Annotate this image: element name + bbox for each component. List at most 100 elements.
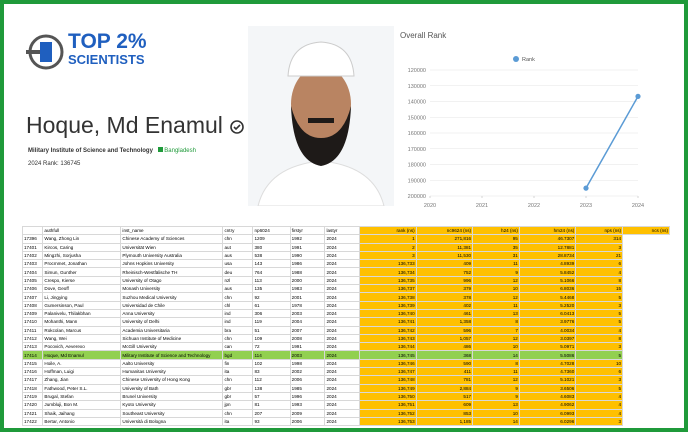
table-cell: 11	[473, 260, 520, 268]
table-cell: 4.6083	[519, 392, 575, 400]
table-cell: 136,740	[360, 309, 416, 317]
table-cell: 306	[253, 309, 290, 317]
table-cell: 17402	[23, 251, 43, 259]
table-cell: 2024	[325, 359, 360, 367]
table-cell: Shaik, Jaihang	[43, 409, 121, 417]
table-cell: 136,744	[360, 343, 416, 351]
table-cell: Wang, Zhong Lin	[43, 235, 121, 243]
table-cell: 609	[416, 401, 472, 409]
table-cell: 2024	[325, 251, 360, 259]
table-cell: 11,381	[416, 243, 472, 251]
table-cell: 2024	[325, 401, 360, 409]
table-cell: 136,748	[360, 376, 416, 384]
table-cell: Sichuan Institute of Medicine	[121, 334, 223, 342]
header-cell: authfull	[43, 227, 121, 235]
header-cell: inst_name	[121, 227, 223, 235]
table-cell: 1988	[290, 268, 325, 276]
table-cell: 17410	[23, 318, 43, 326]
table-cell: 6	[576, 260, 623, 268]
table-cell: 781	[416, 376, 472, 384]
table-cell: 136,737	[360, 285, 416, 293]
affiliation: Military Institute of Science and Techno…	[28, 147, 196, 154]
table-cell: 6.0413	[519, 309, 575, 317]
table-cell: chn	[223, 235, 253, 243]
table-cell: Bertar, Antonio	[43, 417, 121, 425]
table-cell: 1992	[290, 235, 325, 243]
table-cell: 2003	[290, 351, 325, 359]
table-cell: chn	[223, 334, 253, 342]
table-cell: 17420	[23, 401, 43, 409]
table-cell: 2024	[325, 276, 360, 284]
table-cell: 2,884	[416, 384, 472, 392]
table-cell: 17405	[23, 276, 43, 284]
table-cell: 28.8734	[519, 251, 575, 259]
table-cell: 136,750	[360, 392, 416, 400]
table-cell: 2	[360, 243, 416, 251]
table-cell: 3.6506	[519, 384, 575, 392]
table-cell: 17409	[23, 309, 43, 317]
logo-top: TOP 2%	[68, 30, 147, 53]
table-cell: 2002	[290, 368, 325, 376]
table-cell: 72	[253, 343, 290, 351]
table-cell: 17419	[23, 392, 43, 400]
table-cell: 21	[576, 251, 623, 259]
table-cell: ind	[223, 309, 253, 317]
header-cell: nc9624 (ns)	[416, 227, 472, 235]
table-cell: Military Institute of Science and Techno…	[121, 351, 223, 359]
table-cell: 12.7881	[519, 243, 575, 251]
table-cell: 11	[473, 368, 520, 376]
table-cell: 4.9062	[519, 401, 575, 409]
y-tick-label: 200000	[408, 194, 426, 200]
table-cell: 486	[416, 343, 472, 351]
table-cell: 136,746	[360, 359, 416, 367]
table-cell: 114	[253, 351, 290, 359]
table-cell: 93	[253, 417, 290, 425]
logo: TOP 2% SCIENTISTS	[26, 24, 206, 80]
table-cell: 4.8939	[519, 260, 575, 268]
table-cell: 3	[576, 243, 623, 251]
table-cell: 380	[253, 243, 290, 251]
table-cell: jpn	[223, 401, 253, 409]
table-cell: fin	[223, 359, 253, 367]
table-cell: 136,735	[360, 276, 416, 284]
table-cell: 517	[416, 392, 472, 400]
table-cell: 136,753	[360, 417, 416, 425]
table-cell: Hoffman, Luigi	[43, 368, 121, 376]
country: Bangladesh	[164, 148, 196, 154]
table-cell: 136,743	[360, 334, 416, 342]
table-cell: 95	[473, 235, 520, 243]
table-cell: Brunel University	[121, 392, 223, 400]
table-cell: 2009	[290, 409, 325, 417]
table-cell: 1996	[290, 392, 325, 400]
table-cell: 2024	[325, 343, 360, 351]
table-cell: 2024	[325, 318, 360, 326]
table-cell: Mingzhi, Sorjusha	[43, 251, 121, 259]
table-cell: 17401	[23, 243, 43, 251]
table-cell: 2024	[325, 417, 360, 425]
table-cell: 314	[576, 235, 623, 243]
table-cell: 113	[253, 276, 290, 284]
table-cell: aus	[223, 285, 253, 293]
table-cell: 3.9776	[519, 318, 575, 326]
table-cell: 109	[253, 334, 290, 342]
header-cell: np6024	[253, 227, 290, 235]
table-cell: 2024	[325, 293, 360, 301]
table-cell: Jumbluji, Bon M.	[43, 401, 121, 409]
table-cell: 271,816	[416, 235, 472, 243]
table-cell: ind	[223, 318, 253, 326]
header-cell: hm24 (ns)	[519, 227, 575, 235]
table-cell: 136,738	[360, 293, 416, 301]
y-tick-label: 190000	[408, 178, 426, 184]
table-cell: 136,733	[360, 260, 416, 268]
table-cell: Wang, Wei	[43, 334, 121, 342]
table-cell: 8	[576, 334, 623, 342]
table-cell: 17413	[23, 343, 43, 351]
table-cell: 538	[253, 251, 290, 259]
table-cell: 3	[576, 343, 623, 351]
table-cell: Rokcolan, Marcus	[43, 326, 121, 334]
